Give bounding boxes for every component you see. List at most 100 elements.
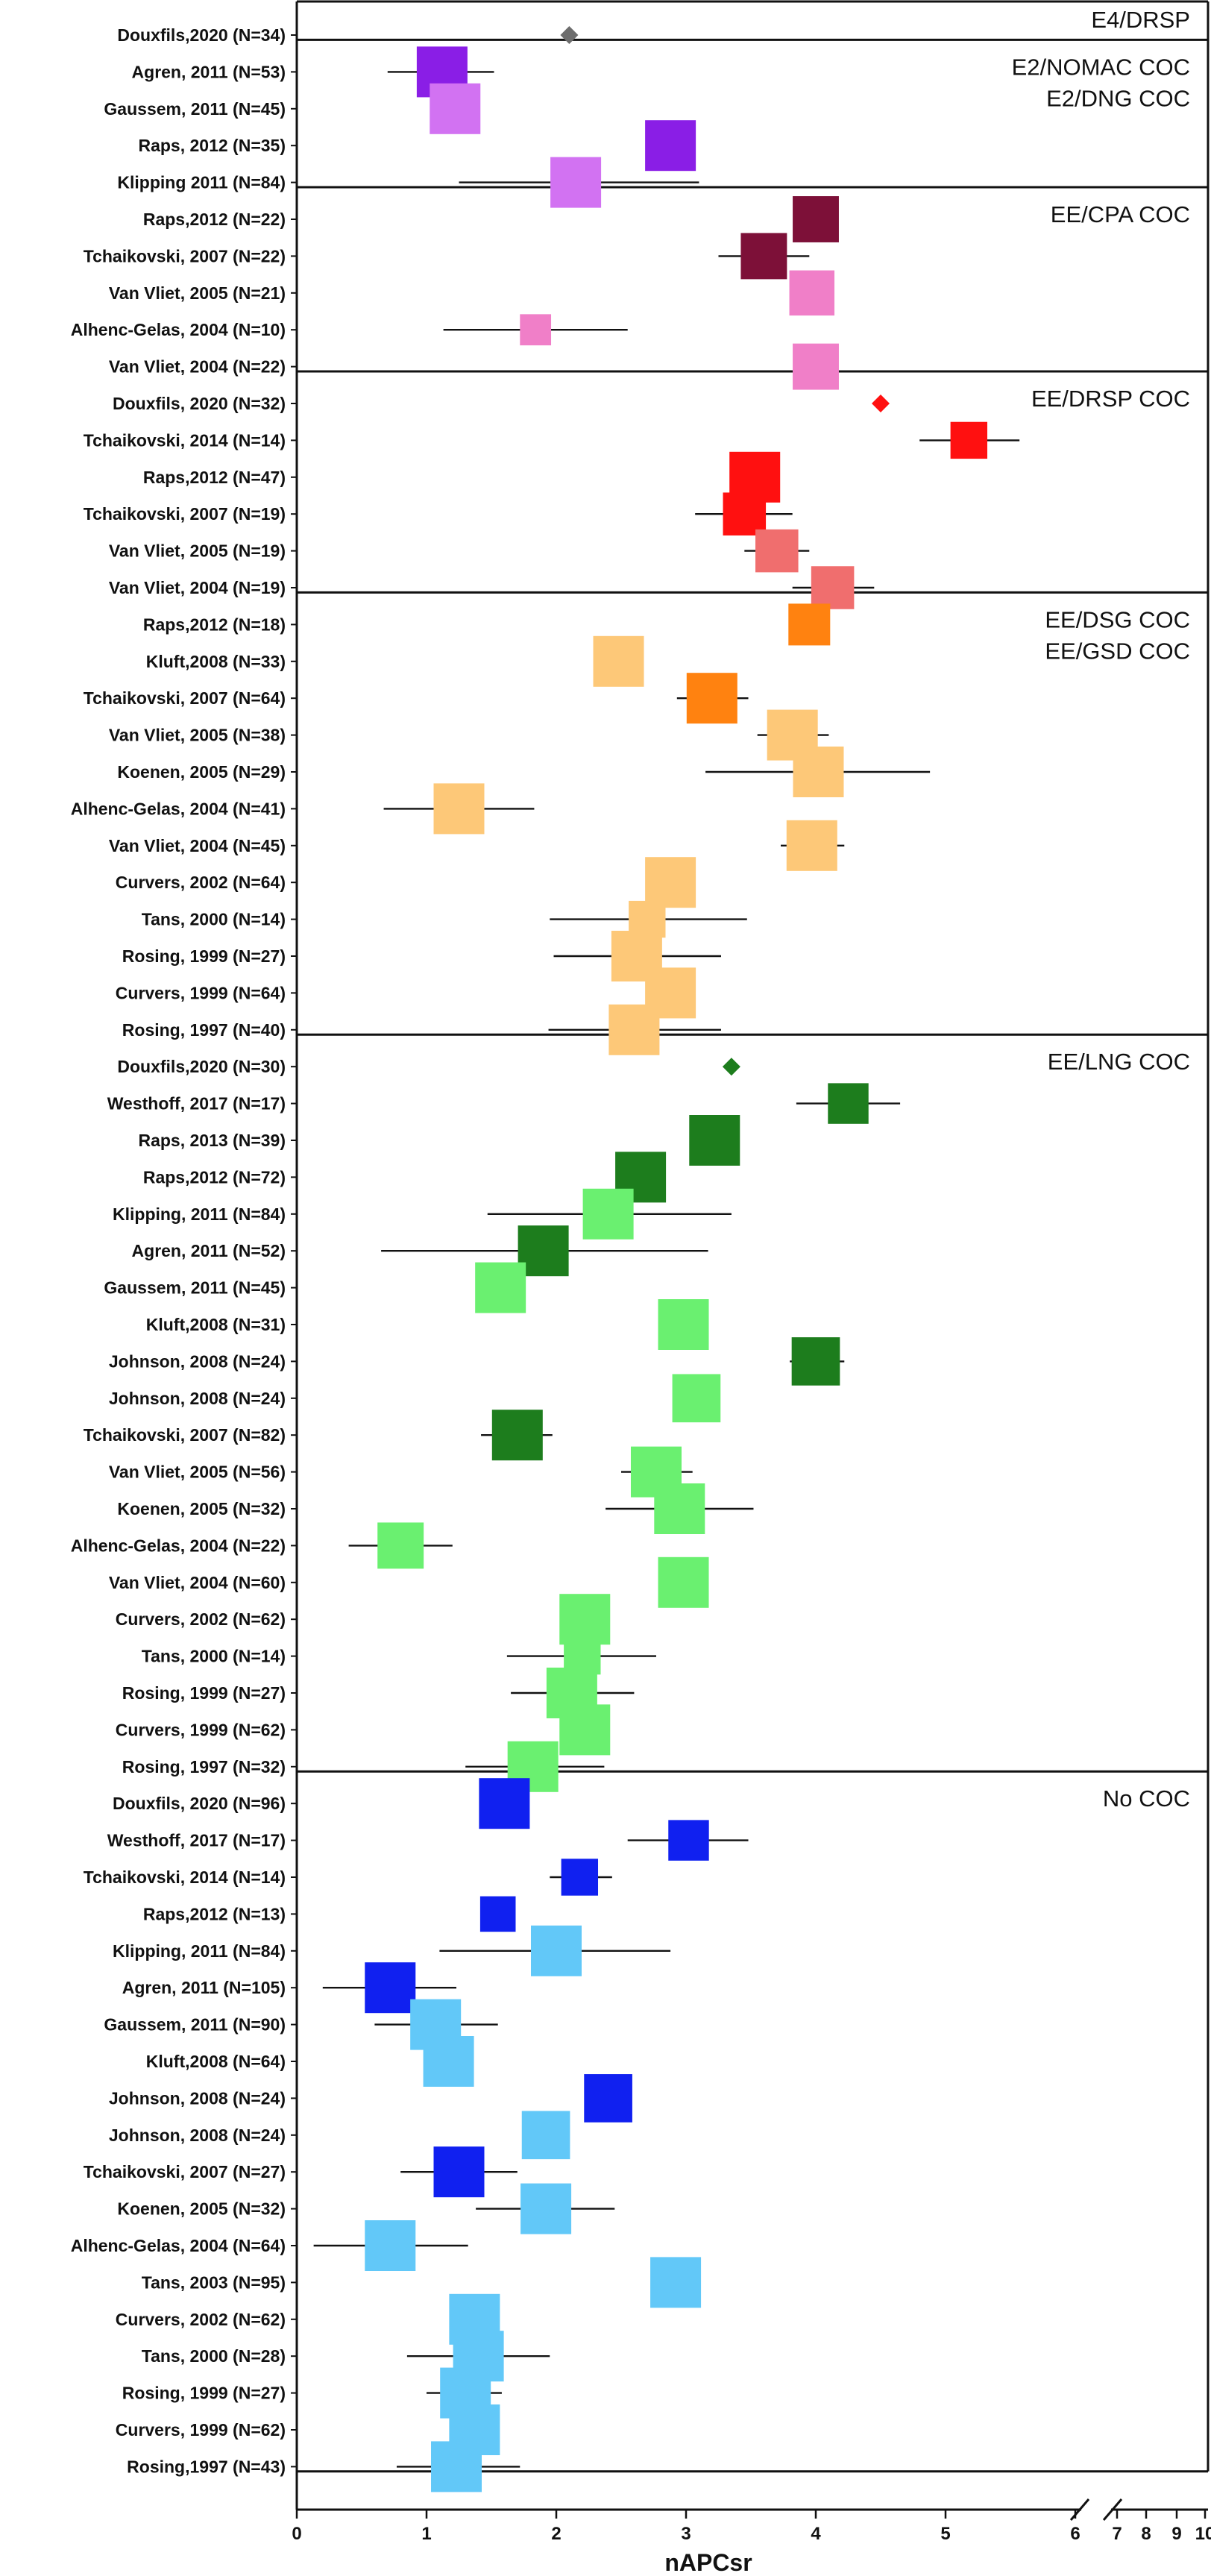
study-label: Tchaikovski, 2014 (N=14) xyxy=(84,430,286,450)
study-label: Kluft,2008 (N=31) xyxy=(146,1315,286,1334)
study-row: Tchaikovski, 2014 (N=14) xyxy=(84,1859,612,1896)
study-label: Agren, 2011 (N=52) xyxy=(132,1241,286,1260)
group-label: EE/LNG COC xyxy=(1048,1049,1190,1075)
estimate-square xyxy=(365,1962,416,2014)
estimate-square xyxy=(811,566,855,609)
study-row: Alhenc-Gelas, 2004 (N=41) xyxy=(71,783,535,835)
study-label: Johnson, 2008 (N=24) xyxy=(109,2088,286,2108)
study-label: Klipping, 2011 (N=84) xyxy=(113,1204,286,1224)
study-label: Tchaikovski, 2007 (N=19) xyxy=(84,504,286,524)
study-row: Raps,2012 (N=47) xyxy=(143,451,781,503)
study-row: Tchaikovski, 2007 (N=64) xyxy=(84,673,749,724)
study-label: Van Vliet, 2004 (N=45) xyxy=(109,836,286,855)
study-row: Johnson, 2008 (N=24) xyxy=(109,2074,632,2123)
study-row: Gaussem, 2011 (N=45) xyxy=(104,83,481,134)
study-label: Curvers, 1999 (N=62) xyxy=(116,2420,286,2440)
study-label: Tchaikovski, 2007 (N=82) xyxy=(84,1425,286,1445)
x-tick-label: 9 xyxy=(1171,2524,1181,2544)
estimate-square xyxy=(520,2183,572,2234)
estimate-square xyxy=(755,529,799,573)
estimate-square xyxy=(582,1188,634,1240)
estimate-square xyxy=(789,270,835,316)
study-row: Van Vliet, 2004 (N=60) xyxy=(109,1556,709,1608)
estimate-square xyxy=(430,83,481,134)
study-row: Klipping, 2011 (N=84) xyxy=(113,1188,732,1240)
axis-break-mark xyxy=(1102,2498,1123,2521)
group-label: EE/DRSP COC xyxy=(1031,386,1190,412)
estimate-square xyxy=(723,492,767,535)
estimate-diamond xyxy=(560,26,579,44)
study-row: Raps,2012 (N=72) xyxy=(143,1152,667,1203)
group-0: E4/DRSP Douxfils,2020 (N=34) xyxy=(117,7,1190,45)
x-tick-label: 4 xyxy=(811,2524,821,2544)
estimate-square xyxy=(786,820,837,871)
study-row: Raps,2012 (N=18) xyxy=(143,603,831,646)
study-row: Rosing, 1999 (N=27) xyxy=(122,2367,502,2419)
study-row: Kluft,2008 (N=31) xyxy=(146,1299,709,1350)
study-label: Rosing, 1997 (N=32) xyxy=(122,1757,286,1777)
x-tick-label: 0 xyxy=(292,2524,301,2544)
study-label: Tchaikovski, 2014 (N=14) xyxy=(84,1867,286,1887)
study-row: Tchaikovski, 2007 (N=22) xyxy=(84,233,810,280)
study-label: Westhoff, 2017 (N=17) xyxy=(107,1831,286,1850)
study-row: Tchaikovski, 2007 (N=27) xyxy=(84,2146,518,2198)
study-row: Johnson, 2008 (N=24) xyxy=(109,1374,721,1423)
study-label: Alhenc-Gelas, 2004 (N=41) xyxy=(71,799,286,818)
study-row: Douxfils,2020 (N=34) xyxy=(117,25,579,45)
estimate-square xyxy=(668,1820,709,1861)
estimate-square xyxy=(433,783,485,835)
study-label: Raps, 2012 (N=35) xyxy=(138,136,286,155)
group-label: EE/CPA COC xyxy=(1051,201,1190,227)
study-label: Johnson, 2008 (N=24) xyxy=(109,1389,286,1408)
study-label: Van Vliet, 2004 (N=60) xyxy=(109,1573,286,1592)
study-label: Curvers, 2002 (N=62) xyxy=(116,2310,286,2329)
study-row: Agren, 2011 (N=52) xyxy=(132,1225,708,1277)
group-label: No COC xyxy=(1103,1785,1190,1812)
study-label: Agren, 2011 (N=53) xyxy=(132,62,286,81)
group-label: E2/DNG COC xyxy=(1046,85,1190,111)
study-label: Gaussem, 2011 (N=45) xyxy=(104,1278,286,1298)
estimate-square xyxy=(645,857,696,908)
group-5: EE/LNG COC Douxfils,2020 (N=30) Westhoff, … xyxy=(71,1049,1190,1792)
study-label: Klipping, 2011 (N=84) xyxy=(113,1941,286,1961)
study-row: Curvers, 2002 (N=62) xyxy=(116,2293,500,2345)
study-row: Johnson, 2008 (N=24) xyxy=(109,1337,845,1386)
estimate-square xyxy=(531,1925,582,1976)
estimate-square xyxy=(658,1556,709,1608)
study-row: Curvers, 2002 (N=64) xyxy=(116,857,696,908)
estimate-square xyxy=(423,2036,474,2087)
study-label: Rosing, 1997 (N=40) xyxy=(122,1020,286,1040)
study-label: Tchaikovski, 2007 (N=27) xyxy=(84,2162,286,2181)
study-row: Douxfils, 2020 (N=32) xyxy=(113,394,890,413)
study-row: Van Vliet, 2004 (N=19) xyxy=(109,566,875,609)
group-label: E4/DRSP xyxy=(1091,7,1190,33)
study-label: Curvers, 1999 (N=62) xyxy=(116,1720,286,1739)
estimate-square xyxy=(828,1083,869,1124)
estimate-square xyxy=(793,343,839,390)
study-label: Raps,2012 (N=18) xyxy=(143,615,286,634)
estimate-square xyxy=(672,1374,721,1423)
study-label: Westhoff, 2017 (N=17) xyxy=(107,1094,286,1113)
estimate-square xyxy=(377,1522,424,1569)
estimate-square xyxy=(593,635,644,687)
group-4: EE/DSG COC EE/GSD COC Raps,2012 (N=18) Kluf… xyxy=(71,603,1190,1055)
study-label: Van Vliet, 2005 (N=56) xyxy=(109,1463,286,1482)
study-row: Kluft,2008 (N=33) xyxy=(146,635,644,687)
estimate-square xyxy=(433,2146,485,2198)
study-label: Tans, 2000 (N=28) xyxy=(142,2346,286,2366)
x-tick-label: 2 xyxy=(551,2524,561,2544)
group-separators xyxy=(297,38,1208,2473)
estimate-square xyxy=(654,1483,705,1534)
estimate-diamond xyxy=(872,395,890,412)
study-label: Gaussem, 2011 (N=90) xyxy=(104,2015,286,2035)
study-row: Van Vliet, 2004 (N=22) xyxy=(109,343,839,390)
estimate-square xyxy=(559,1594,611,1645)
estimate-square xyxy=(559,1704,611,1756)
study-row: Tchaikovski, 2007 (N=82) xyxy=(84,1410,553,1461)
study-label: Rosing,1997 (N=43) xyxy=(127,2457,286,2476)
study-row: Rosing, 1997 (N=40) xyxy=(122,1004,721,1055)
estimate-square xyxy=(550,157,602,208)
study-row: Koenen, 2005 (N=32) xyxy=(117,2183,615,2234)
study-label: Curvers, 2002 (N=62) xyxy=(116,1609,286,1629)
